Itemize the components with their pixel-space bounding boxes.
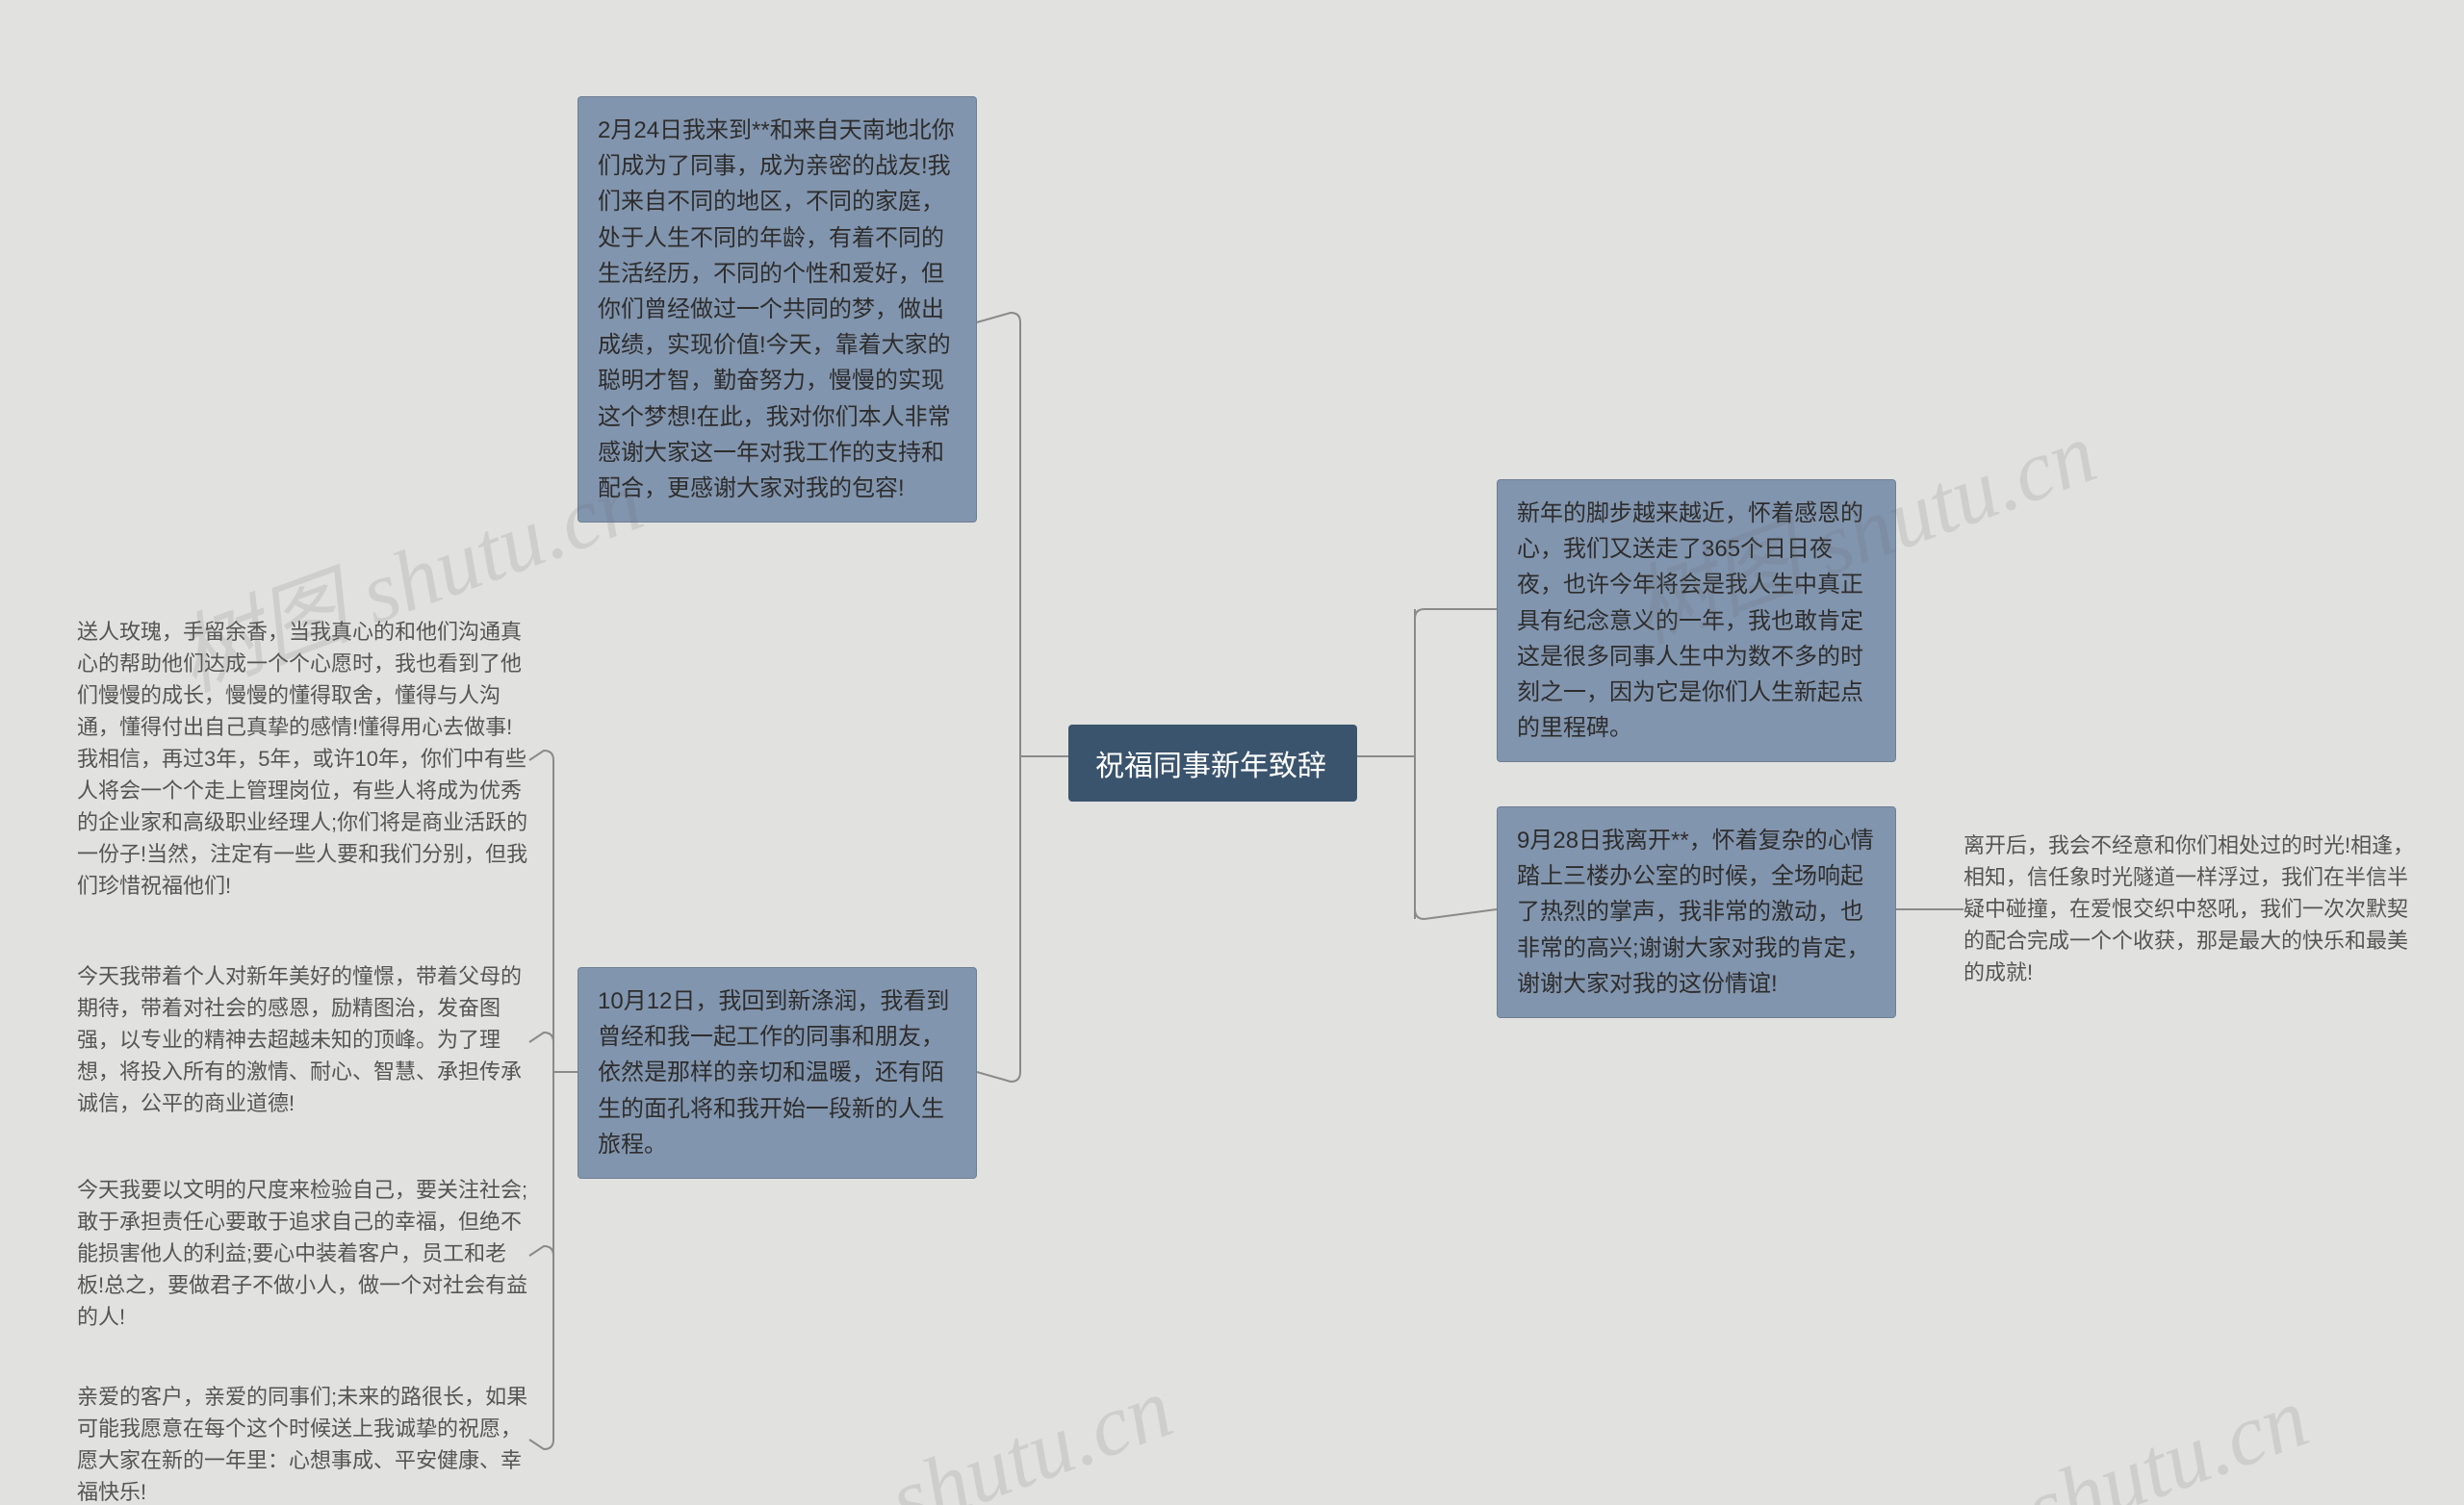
leaf-text: 今天我要以文明的尺度来检验自己，要关注社会;敢于承担责任心要敢于追求自己的幸福，… — [77, 1178, 527, 1329]
watermark: shutu.cn — [878, 1358, 1185, 1505]
leaf-left-2a[interactable]: 送人玫瑰，手留余香，当我真心的和他们沟通真心的帮助他们达成一个个心愿时，我也看到… — [77, 616, 529, 902]
leaf-text: 亲爱的客户，亲爱的同事们;未来的路很长，如果可能我愿意在每个这个时候送上我诚挚的… — [77, 1385, 527, 1504]
branch-left-2[interactable]: 10月12日，我回到新涤润，我看到曾经和我一起工作的同事和朋友，依然是那样的亲切… — [578, 967, 977, 1179]
leaf-left-2c[interactable]: 今天我要以文明的尺度来检验自己，要关注社会;敢于承担责任心要敢于追求自己的幸福，… — [77, 1174, 529, 1333]
leaf-text: 送人玫瑰，手留余香，当我真心的和他们沟通真心的帮助他们达成一个个心愿时，我也看到… — [77, 620, 527, 898]
branch-right-2[interactable]: 9月28日我离开**，怀着复杂的心情踏上三楼办公室的时候，全场响起了热烈的掌声，… — [1497, 806, 1896, 1018]
leaf-text: 今天我带着个人对新年美好的憧憬，带着父母的期待，带着对社会的感恩，励精图治，发奋… — [77, 964, 522, 1115]
branch-text: 2月24日我来到**和来自天南地北你们成为了同事，成为亲密的战友!我们来自不同的… — [598, 117, 955, 501]
branch-text: 9月28日我离开**，怀着复杂的心情踏上三楼办公室的时候，全场响起了热烈的掌声，… — [1517, 828, 1874, 997]
watermark-text: shutu.cn — [878, 1360, 1184, 1505]
leaf-left-2d[interactable]: 亲爱的客户，亲爱的同事们;未来的路很长，如果可能我愿意在每个这个时候送上我诚挚的… — [77, 1381, 529, 1505]
leaf-text: 离开后，我会不经意和你们相处过的时光!相逢，相知，信任象时光隧道一样浮过，我们在… — [1964, 833, 2414, 984]
root-label: 祝福同事新年致辞 — [1095, 751, 1326, 782]
branch-left-1[interactable]: 2月24日我来到**和来自天南地北你们成为了同事，成为亲密的战友!我们来自不同的… — [578, 96, 977, 523]
watermark: shutu.cn — [2014, 1367, 2321, 1505]
watermark-text: shutu.cn — [2014, 1369, 2320, 1505]
branch-text: 新年的脚步越来越近，怀着感恩的心，我们又送走了365个日日夜夜，也许今年将会是我… — [1517, 500, 1863, 741]
mindmap-root[interactable]: 祝福同事新年致辞 — [1068, 725, 1357, 802]
branch-right-1[interactable]: 新年的脚步越来越近，怀着感恩的心，我们又送走了365个日日夜夜，也许今年将会是我… — [1497, 479, 1896, 762]
leaf-left-2b[interactable]: 今天我带着个人对新年美好的憧憬，带着父母的期待，带着对社会的感恩，励精图治，发奋… — [77, 960, 529, 1119]
leaf-right-2a[interactable]: 离开后，我会不经意和你们相处过的时光!相逢，相知，信任象时光隧道一样浮过，我们在… — [1964, 829, 2426, 988]
branch-text: 10月12日，我回到新涤润，我看到曾经和我一起工作的同事和朋友，依然是那样的亲切… — [598, 988, 949, 1158]
